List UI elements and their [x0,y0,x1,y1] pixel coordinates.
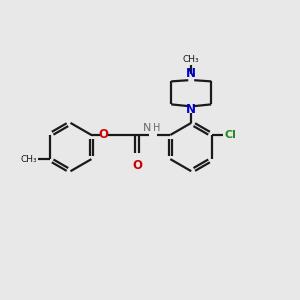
Text: CH₃: CH₃ [21,154,37,164]
Text: N: N [143,123,152,133]
Text: O: O [132,158,142,172]
Text: H: H [153,123,161,133]
Text: N: N [186,67,196,80]
Text: O: O [99,128,109,142]
Text: N: N [186,103,196,116]
Text: Cl: Cl [224,130,236,140]
Text: CH₃: CH₃ [183,55,200,64]
